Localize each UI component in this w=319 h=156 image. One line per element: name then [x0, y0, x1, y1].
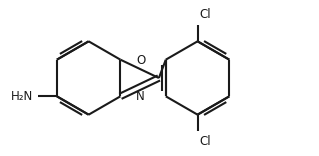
Text: H₂N: H₂N — [11, 90, 33, 103]
Text: Cl: Cl — [199, 135, 211, 149]
Text: O: O — [136, 54, 145, 67]
Text: N: N — [136, 90, 145, 103]
Text: Cl: Cl — [199, 7, 211, 21]
